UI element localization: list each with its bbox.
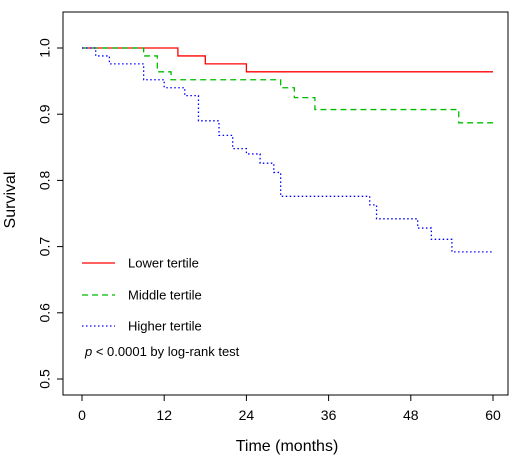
p-symbol: p <box>84 344 92 359</box>
x-tick-label: 0 <box>78 407 86 423</box>
plot-frame <box>62 11 509 396</box>
legend-label-1: Middle tertile <box>128 288 202 303</box>
y-tick-label: 0.5 <box>37 369 53 389</box>
series-line-2 <box>82 47 493 253</box>
x-axis-label: Time (months) <box>236 438 339 455</box>
legend-label-2: Higher tertile <box>128 319 202 334</box>
series-line-0 <box>82 47 493 73</box>
x-tick-label: 24 <box>239 407 255 423</box>
x-tick-label: 36 <box>321 407 337 423</box>
p-value-annotation: p < 0.0001 by log-rank test <box>84 344 240 359</box>
y-tick-label: 0.6 <box>37 303 53 323</box>
p-value-text: < 0.0001 by log-rank test <box>92 344 239 359</box>
y-tick-label: 0.8 <box>37 170 53 190</box>
x-axis: 0 12 24 36 48 60 <box>78 394 501 423</box>
y-tick-label: 0.7 <box>37 237 53 257</box>
x-tick-label: 48 <box>403 407 419 423</box>
y-axis-label: Survival <box>2 172 19 229</box>
legend: Lower tertile Middle tertile Higher tertil… <box>82 256 202 334</box>
legend-label-0: Lower tertile <box>128 256 199 271</box>
series-line-1 <box>82 47 493 124</box>
x-tick-label: 60 <box>485 407 501 423</box>
series-layer <box>82 47 493 253</box>
x-tick-label: 12 <box>156 407 172 423</box>
y-tick-label: 1.0 <box>37 38 53 58</box>
y-axis: 0.5 0.6 0.7 0.8 0.9 1.0 <box>37 38 64 389</box>
y-tick-label: 0.9 <box>37 104 53 124</box>
